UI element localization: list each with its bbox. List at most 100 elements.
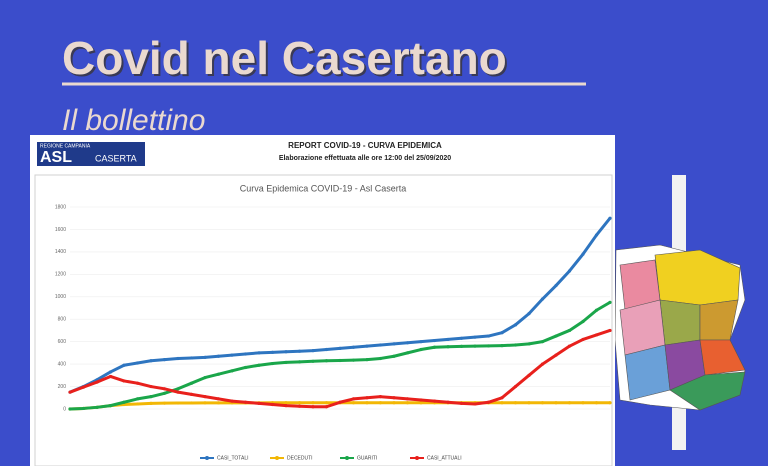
report-heading: REPORT COVID-19 - CURVA EPIDEMICA — [288, 141, 442, 150]
data-point — [243, 400, 248, 404]
data-point — [230, 369, 234, 373]
data-point — [216, 397, 221, 401]
data-point — [378, 343, 383, 347]
subtitle: Il bollettino — [62, 104, 205, 137]
data-point — [297, 360, 302, 364]
data-point — [554, 283, 558, 288]
data-point — [284, 401, 288, 405]
data-point — [216, 401, 221, 405]
data-point — [365, 401, 369, 405]
chart-title: Curva Epidemica COVID-19 - Asl Caserta — [240, 183, 407, 193]
data-point — [513, 401, 518, 405]
y-tick-label: 400 — [58, 361, 67, 367]
data-point — [297, 404, 302, 408]
data-point — [189, 381, 194, 385]
data-point — [581, 337, 585, 342]
data-point — [297, 401, 302, 405]
y-tick-label: 800 — [58, 317, 67, 323]
data-point — [189, 356, 194, 360]
data-point — [95, 405, 99, 409]
data-point — [230, 399, 234, 403]
plot: 0 200 400 600 800 1000 1200 1400 1600 1800 CASI_TO… — [55, 204, 612, 461]
data-point — [297, 349, 302, 353]
y-tick-label: 1800 — [55, 204, 66, 210]
legend-label: CASI_TOTALI — [217, 455, 249, 461]
data-point — [581, 319, 585, 324]
data-point — [405, 401, 410, 405]
data-point — [351, 358, 356, 362]
data-point — [176, 390, 180, 394]
title: Covid nel Casertano — [62, 32, 507, 84]
data-point — [311, 401, 315, 405]
data-point — [540, 340, 545, 344]
data-point — [554, 401, 558, 405]
data-point — [176, 356, 180, 361]
data-point — [122, 400, 126, 404]
data-point — [162, 358, 167, 362]
data-point — [162, 401, 167, 405]
data-point — [311, 349, 315, 353]
legend-dot — [205, 456, 209, 460]
map — [614, 244, 746, 411]
y-tick-label: 1200 — [55, 272, 66, 278]
data-point — [500, 343, 504, 348]
data-point — [405, 351, 410, 355]
data-point — [473, 335, 477, 339]
data-point — [419, 398, 423, 402]
data-point — [419, 340, 423, 344]
data-point — [473, 344, 477, 348]
data-point — [554, 334, 558, 338]
data-point — [203, 395, 207, 399]
data-point — [324, 359, 329, 363]
data-point — [513, 323, 518, 327]
data-point — [446, 400, 450, 404]
data-point — [405, 397, 410, 401]
data-point — [203, 355, 207, 359]
data-point — [594, 401, 599, 405]
data-point — [324, 401, 329, 405]
legend-dot — [415, 456, 419, 460]
data-point — [527, 342, 531, 346]
legend-dot — [345, 456, 349, 460]
data-point — [581, 401, 585, 405]
data-point — [594, 308, 599, 312]
data-point — [419, 347, 423, 352]
data-point — [135, 397, 140, 401]
data-point — [446, 337, 450, 342]
data-point — [135, 361, 140, 365]
y-tick-label: 1600 — [55, 227, 66, 233]
data-point — [432, 338, 437, 343]
data-point — [243, 365, 248, 370]
data-point — [135, 402, 140, 406]
data-point — [594, 333, 599, 337]
data-point — [108, 370, 113, 374]
data-point — [81, 385, 86, 389]
data-point — [608, 401, 612, 405]
data-point — [176, 401, 180, 405]
legend-label: CASI_ATTUALI — [427, 455, 462, 461]
data-point — [162, 387, 167, 391]
data-point — [486, 400, 491, 404]
data-point — [419, 401, 423, 405]
logo-region: REGIONE CAMPANIA — [40, 143, 91, 149]
data-point — [108, 374, 113, 379]
logo — [37, 142, 145, 166]
data-point — [95, 380, 99, 384]
data-point — [68, 407, 72, 411]
data-point — [324, 347, 329, 352]
report-note: Elaborazione effettuata alle ore 12:00 d… — [279, 155, 451, 162]
y-tick-label: 1000 — [55, 294, 66, 300]
data-point — [567, 269, 572, 273]
data-point — [540, 297, 545, 301]
data-point — [149, 384, 153, 389]
data-point — [135, 381, 140, 385]
data-point — [122, 363, 126, 367]
data-point — [338, 358, 342, 363]
data-point — [351, 401, 356, 405]
logo-city: CASERTA — [95, 153, 137, 163]
data-point — [540, 362, 545, 366]
data-point — [608, 216, 612, 220]
data-point — [567, 328, 572, 333]
